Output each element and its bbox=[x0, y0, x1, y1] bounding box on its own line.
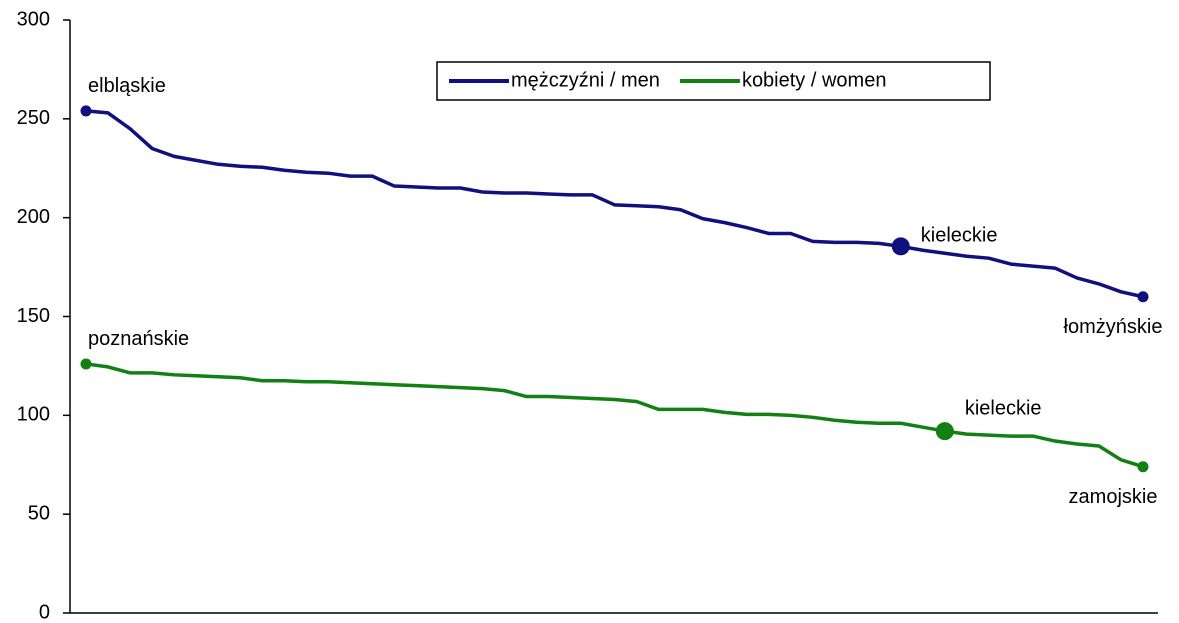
point-label: kieleckie bbox=[921, 225, 998, 247]
highlight-marker bbox=[1137, 291, 1149, 303]
y-tick-label: 100 bbox=[17, 404, 50, 426]
point-label: zamojskie bbox=[1069, 486, 1158, 508]
highlight-marker bbox=[935, 422, 954, 441]
highlight-marker bbox=[891, 237, 910, 256]
series-line bbox=[85, 362, 1144, 469]
highlight-marker bbox=[1137, 461, 1149, 473]
y-tick-label: 50 bbox=[28, 502, 50, 524]
legend-label: kobiety / women bbox=[742, 69, 887, 91]
y-tick-label: 200 bbox=[17, 206, 50, 228]
y-tick-label: 150 bbox=[17, 305, 50, 327]
legend-label: mężczyźni / men bbox=[511, 69, 660, 91]
point-label: poznańskie bbox=[88, 328, 189, 350]
legend: mężczyźni / men kobiety / women bbox=[436, 61, 991, 101]
y-tick-label: 0 bbox=[39, 601, 50, 623]
series-line bbox=[85, 109, 1144, 299]
highlight-marker bbox=[80, 358, 92, 370]
point-label: łomżyńskie bbox=[1064, 316, 1163, 338]
point-label: elbląskie bbox=[88, 75, 166, 97]
y-tick-label: 250 bbox=[17, 107, 50, 129]
highlight-marker bbox=[80, 105, 92, 117]
y-tick-label: 300 bbox=[17, 8, 50, 30]
point-label: kieleckie bbox=[965, 397, 1042, 419]
